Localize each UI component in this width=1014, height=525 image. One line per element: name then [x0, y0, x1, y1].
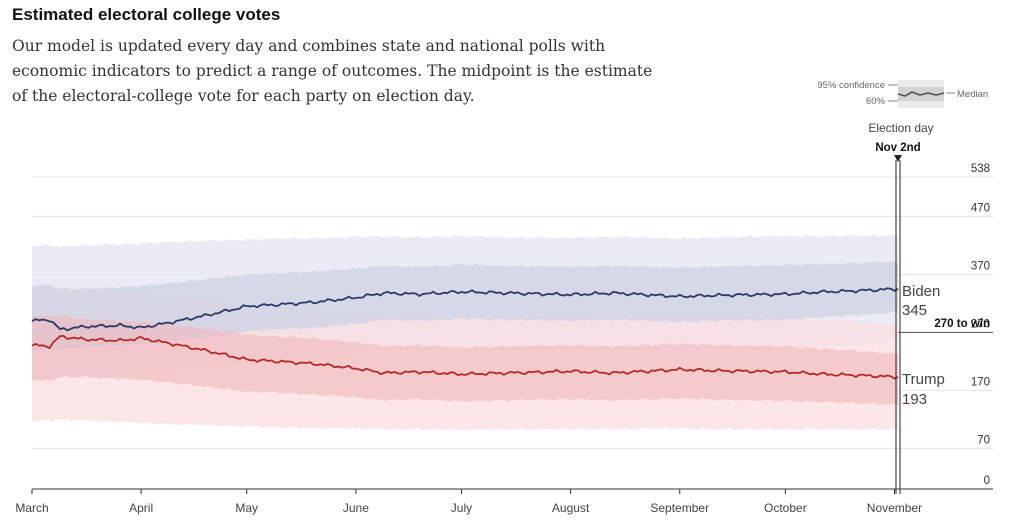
trump-band-60: [32, 315, 898, 405]
legend-label-95: 95% confidence: [817, 80, 885, 91]
biden-band-60: [32, 260, 898, 351]
x-tick-label-june: June: [343, 501, 369, 515]
x-tick-label-march: March: [15, 501, 48, 515]
threshold-label: 270 to win: [934, 318, 990, 330]
y-tick-label-370: 370: [971, 260, 990, 272]
line-layer: [31, 160, 901, 494]
x-tick-label-may: May: [235, 501, 258, 515]
election-day-label: Election day: [868, 121, 933, 135]
election-day-date: Nov 2nd: [875, 142, 920, 154]
chart-title: Estimated electoral college votes: [12, 5, 281, 24]
biden-median-line: [31, 287, 899, 332]
legend-label-median: Median: [957, 89, 988, 100]
election-day-arrow-icon: [894, 155, 902, 162]
axis-layer: 0 70 170 270 370 470 538 March April May June July A…: [15, 163, 993, 515]
x-tick-label-april: April: [129, 501, 153, 515]
biden-label: Biden: [902, 283, 940, 300]
y-tick-label-270: 270: [971, 318, 990, 330]
trump-median-line: [31, 334, 899, 380]
x-tick-label-september: September: [650, 501, 709, 515]
x-tick-label-july: July: [451, 501, 472, 515]
y-tick-label-70: 70: [977, 434, 990, 446]
x-tick-label-october: October: [764, 501, 807, 515]
y-tick-label-170: 170: [971, 376, 990, 388]
legend-label-60: 60%: [866, 96, 886, 107]
x-tick-label-november: November: [867, 501, 922, 515]
y-tick-label-0: 0: [984, 475, 990, 487]
trump-label: Trump: [902, 371, 945, 388]
legend-median-line: [897, 91, 945, 97]
legend: 95% confidence 60% Median: [817, 80, 988, 108]
y-tick-label-538: 538: [971, 163, 990, 175]
biden-value: 345: [902, 302, 927, 319]
chart-subtitle: Our model is updated every day and combi…: [12, 37, 653, 105]
y-tick-label-470: 470: [971, 202, 990, 214]
trump-value: 193: [902, 391, 927, 408]
band-layer: [32, 234, 898, 431]
x-tick-label-august: August: [552, 501, 590, 515]
